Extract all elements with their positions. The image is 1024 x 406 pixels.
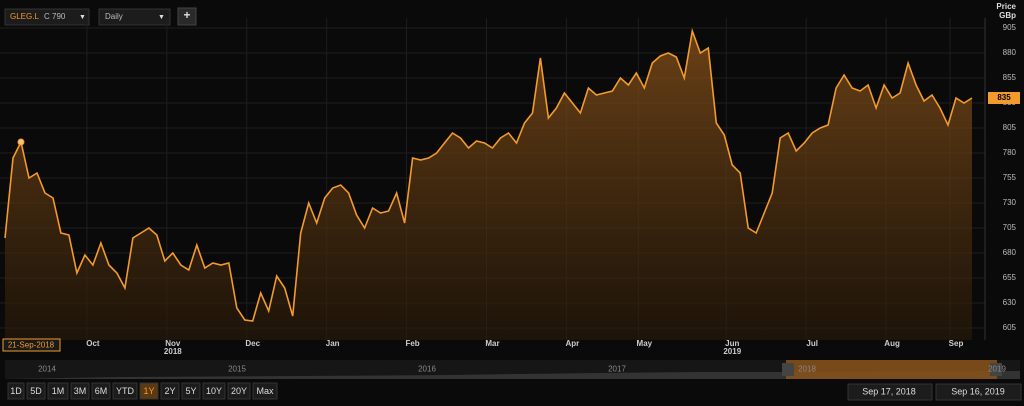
x-year-label: 2019 xyxy=(723,347,741,356)
y-tick-label: 630 xyxy=(1003,298,1017,307)
close: C 790 xyxy=(44,12,66,21)
y-tick-label: 705 xyxy=(1003,223,1017,232)
range-label: 2Y xyxy=(164,386,175,396)
y-tick-label: 730 xyxy=(1003,198,1017,207)
ric: GLEG.L xyxy=(10,12,39,21)
range-label: 5Y xyxy=(185,386,196,396)
axis-unit: GBp xyxy=(999,11,1016,20)
navigator-year: 2016 xyxy=(418,365,436,374)
area xyxy=(5,31,972,340)
range-label: 3M xyxy=(74,386,87,396)
y-tick-label: 805 xyxy=(1003,123,1017,132)
range-button[interactable] xyxy=(91,382,111,400)
cursor-marker xyxy=(17,138,25,146)
y-tick-label: 905 xyxy=(1003,23,1017,32)
range-label: 20Y xyxy=(231,386,247,396)
range-button[interactable] xyxy=(227,382,251,400)
y-tick-label: 855 xyxy=(1003,73,1017,82)
range-button[interactable] xyxy=(139,382,159,400)
navigator-year: 2014 xyxy=(38,365,56,374)
date-to-box[interactable] xyxy=(935,383,1022,401)
range-label: 6M xyxy=(95,386,108,396)
date-from-box[interactable] xyxy=(847,383,933,401)
range-label: 5D xyxy=(30,386,42,396)
navigator-year: 2015 xyxy=(228,365,246,374)
y-tick-label: 880 xyxy=(1003,48,1017,57)
x-tick-label: May xyxy=(637,339,653,348)
date-to: Sep 16, 2019 xyxy=(951,386,1005,396)
add-button[interactable] xyxy=(177,7,197,26)
range-button[interactable] xyxy=(181,382,201,400)
y-tick-label: 680 xyxy=(1003,248,1017,257)
navigator-handle[interactable] xyxy=(782,363,794,376)
ui: 2014 2015 2016 2017 2018 2019 1D 5D 1M 3M 6M YTD 1Y 2… xyxy=(7,365,1006,400)
x-tick-label: Sep xyxy=(949,339,964,348)
range-button[interactable] xyxy=(112,382,138,400)
navigator-year: 2019 xyxy=(988,365,1006,374)
x-tick-label: Jul xyxy=(806,339,818,348)
y-tick-label: 755 xyxy=(1003,173,1017,182)
y-tick-label: 655 xyxy=(1003,273,1017,282)
range-label: 1D xyxy=(10,386,22,396)
x-tick-label: Dec xyxy=(245,339,260,348)
range-label: 1Y xyxy=(143,386,154,396)
range-label: YTD xyxy=(116,386,135,396)
navigator-year: 2018 xyxy=(798,365,816,374)
dropdown-arrow: ▼ xyxy=(158,14,165,21)
y-tick-label: 605 xyxy=(1003,323,1017,332)
cursor-date: 21-Sep-2018 xyxy=(8,341,55,350)
axis-title: Price xyxy=(996,2,1016,11)
x-tick-label: Apr xyxy=(566,339,580,348)
x-tick-label: Feb xyxy=(405,339,419,348)
y-tick-label: 780 xyxy=(1003,148,1017,157)
range-button[interactable] xyxy=(160,382,180,400)
price-line xyxy=(4,27,973,322)
cursor-date-box xyxy=(2,338,61,352)
add-icon: + xyxy=(183,8,190,22)
range-label: Max xyxy=(256,386,274,396)
interval-box[interactable] xyxy=(98,8,171,26)
range-label: 10Y xyxy=(206,386,222,396)
date-from: Sep 17, 2018 xyxy=(862,386,916,396)
range-button[interactable] xyxy=(252,382,278,400)
dropdown-arrow: ▼ xyxy=(79,14,86,21)
x-year-label: 2018 xyxy=(164,347,182,356)
x-tick-label: Jan xyxy=(326,339,340,348)
navigator-window[interactable] xyxy=(786,360,997,379)
range-button[interactable] xyxy=(26,382,46,400)
range-button[interactable] xyxy=(70,382,90,400)
x-tick-label: Nov xyxy=(165,339,181,348)
navigator-handle[interactable] xyxy=(990,363,1002,376)
plot: 605630655680705730755780805830855880905O… xyxy=(0,18,1020,356)
navigator-year: 2017 xyxy=(608,365,626,374)
x-tick-label: Mar xyxy=(485,339,499,348)
range-label: 1M xyxy=(52,386,65,396)
x-tick-label: Jun xyxy=(725,339,739,348)
range-button[interactable] xyxy=(202,382,226,400)
x-tick-label: Oct xyxy=(86,339,100,348)
range-button[interactable] xyxy=(47,382,69,400)
navigator-area xyxy=(5,371,1020,379)
ric-box[interactable] xyxy=(4,8,90,26)
x-tick-label: Aug xyxy=(884,339,900,348)
range-button[interactable] xyxy=(7,382,25,400)
interval: Daily xyxy=(105,12,123,21)
last-price-box xyxy=(988,92,1020,104)
last-price: 835 xyxy=(997,93,1011,102)
